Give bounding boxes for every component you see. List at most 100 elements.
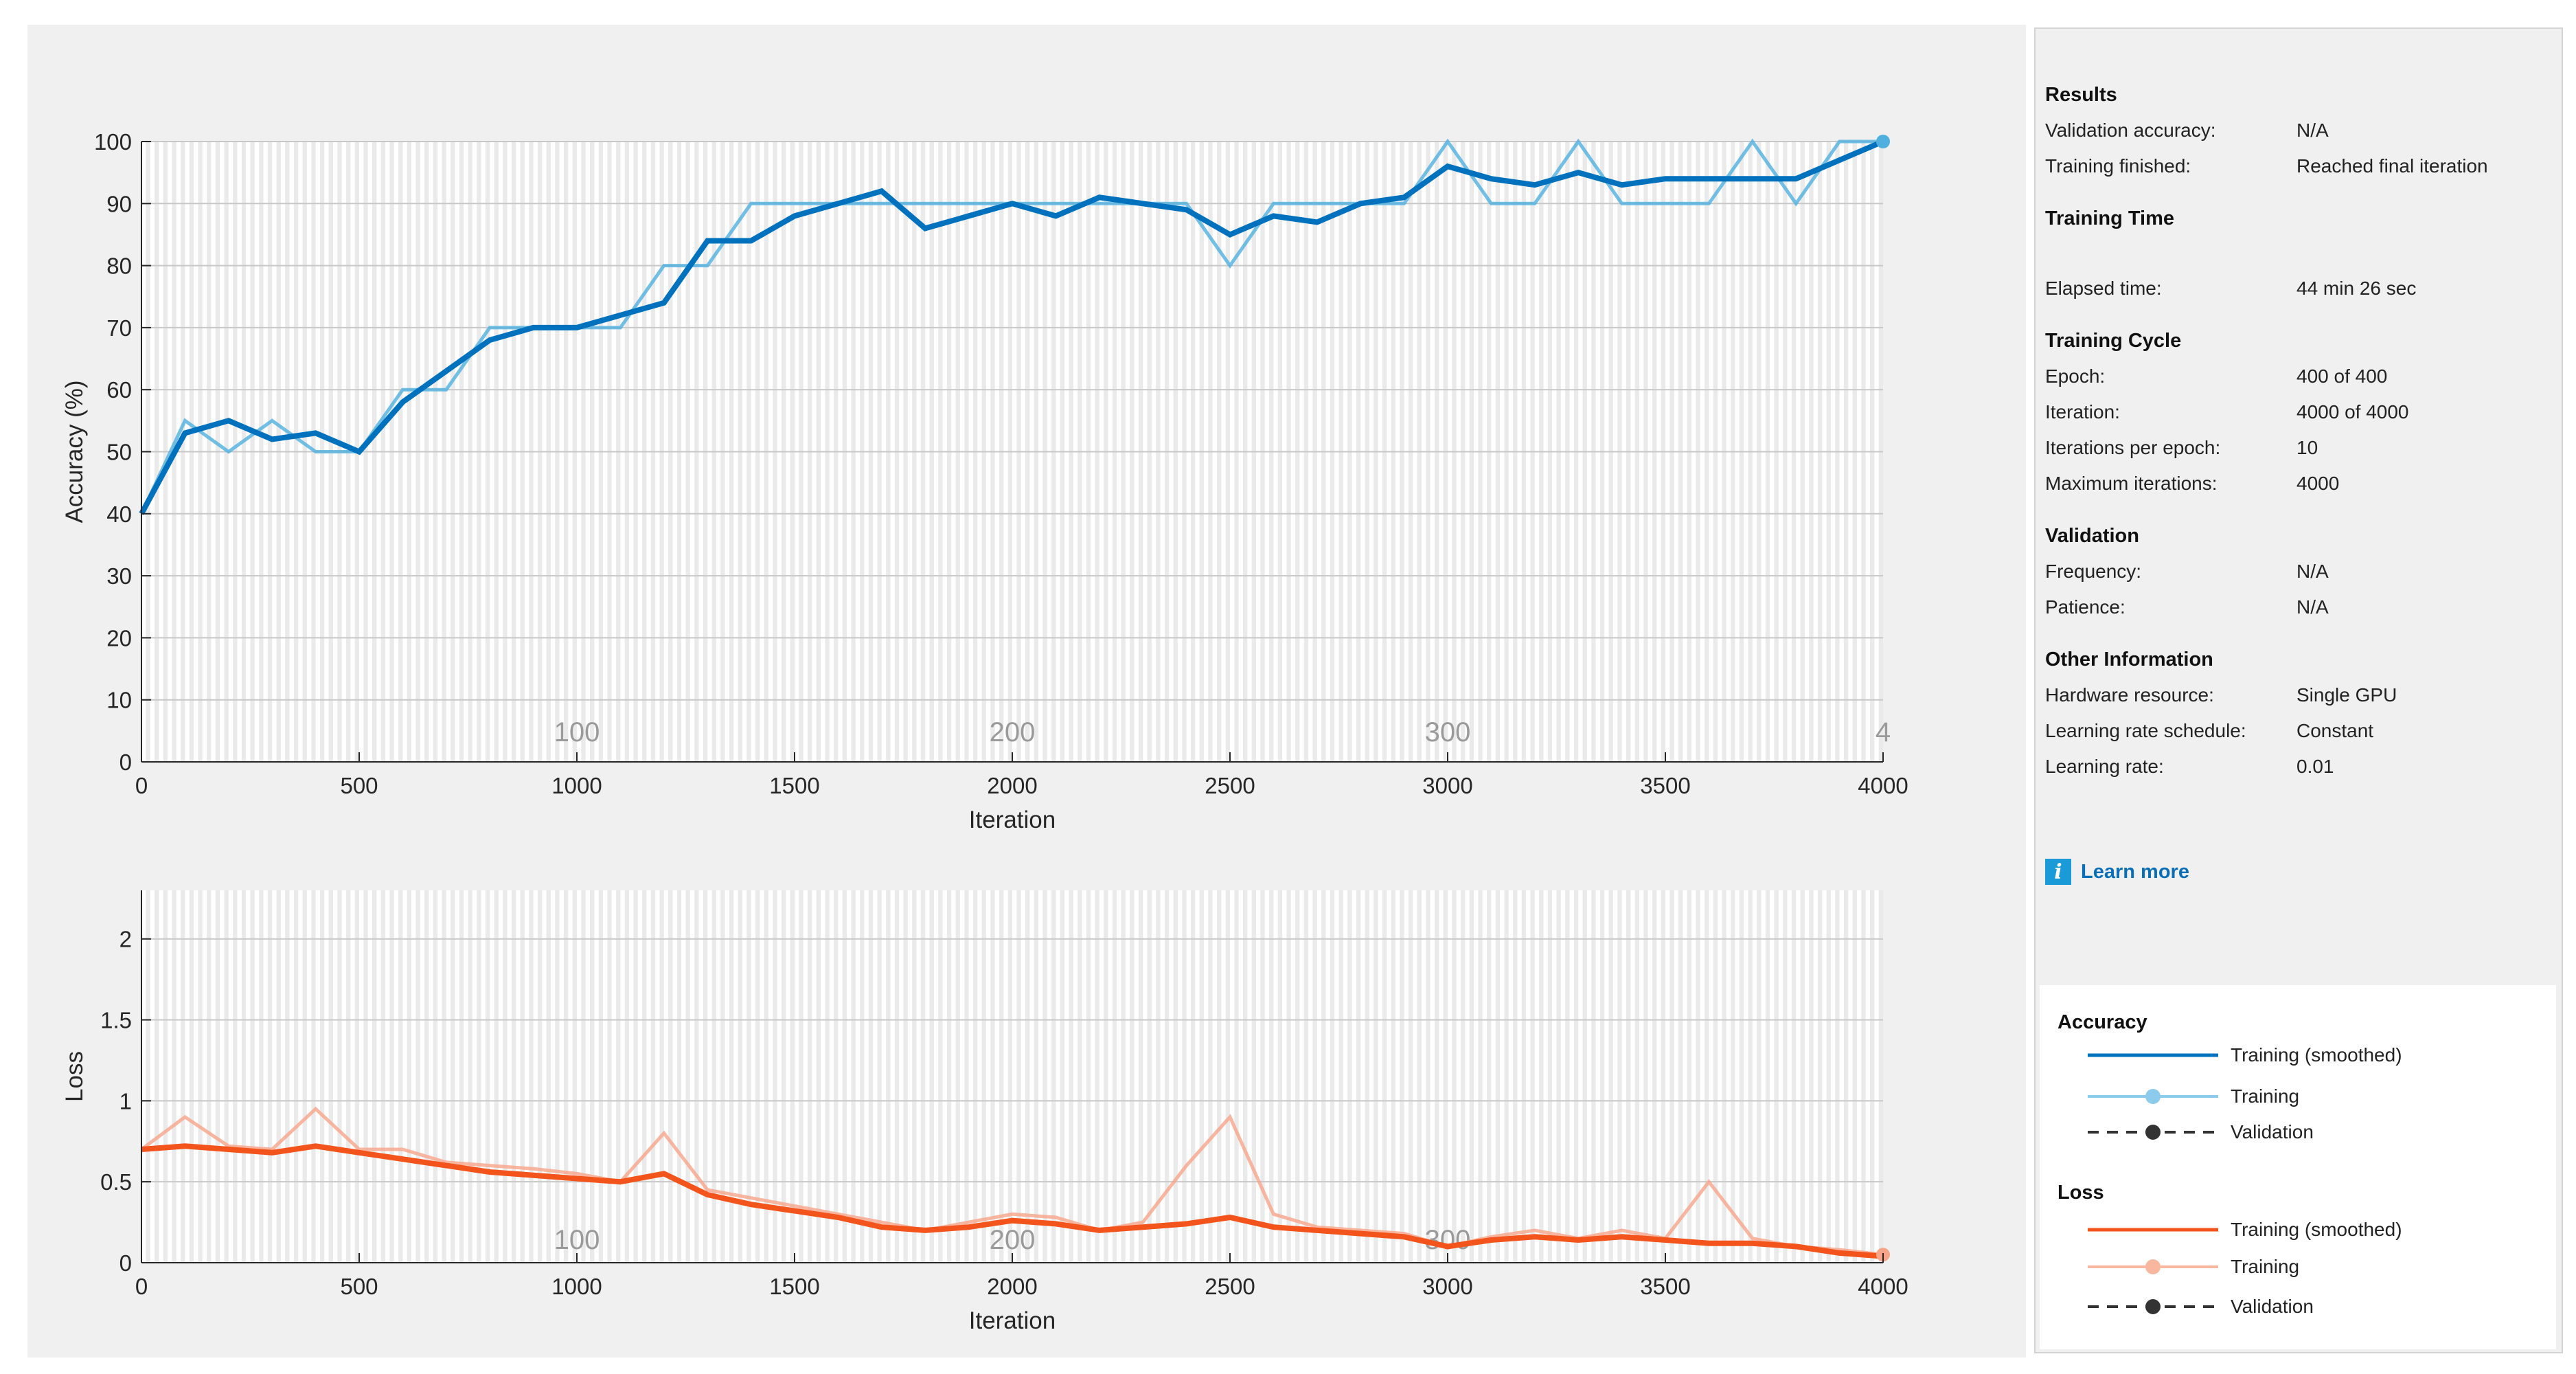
epoch-band — [860, 890, 865, 1263]
epoch-band — [1696, 890, 1700, 1263]
epoch-band — [738, 890, 742, 1263]
epoch-band — [981, 890, 986, 1263]
learn-more-link[interactable]: i Learn more — [2045, 859, 2189, 885]
x-tick-label: 1000 — [551, 773, 602, 798]
epoch-band — [503, 890, 508, 1263]
accuracy-y-axis-label: Accuracy (%) — [61, 380, 88, 523]
epoch-band — [676, 890, 682, 1263]
epoch-band — [1069, 890, 1073, 1263]
epoch-band — [711, 890, 716, 1263]
epoch-band — [1312, 890, 1317, 1263]
legend-accuracy-title: Accuracy — [2058, 1011, 2147, 1033]
epoch-band — [1565, 890, 1570, 1263]
legend-accuracy-training-label: Training — [2231, 1085, 2300, 1107]
epoch-band — [903, 890, 908, 1263]
epoch-band — [1722, 890, 1726, 1263]
epoch-band — [189, 890, 194, 1263]
training-time-title: Training Time — [2045, 207, 2175, 229]
epoch-band — [468, 890, 472, 1263]
legend-accuracy-validation: Validation — [2088, 1121, 2314, 1143]
validation-accuracy-label: Validation accuracy: — [2045, 120, 2216, 141]
epoch-band — [590, 890, 595, 1263]
epoch-band — [1582, 890, 1587, 1263]
epoch-band — [224, 890, 229, 1263]
epoch-band — [1251, 890, 1257, 1263]
epoch-band — [563, 890, 569, 1263]
y-tick-label: 40 — [106, 502, 132, 527]
epoch-band — [1826, 890, 1831, 1263]
epoch-band — [250, 890, 255, 1263]
iteration-value: 4000 of 4000 — [2296, 401, 2409, 423]
y-tick-label: 70 — [106, 315, 132, 341]
epoch-band — [451, 890, 455, 1263]
epoch-band — [624, 890, 630, 1263]
epoch-band — [1434, 890, 1439, 1263]
epoch-band — [1365, 890, 1369, 1263]
epoch-band — [459, 890, 464, 1263]
epoch-label: Epoch: — [2045, 365, 2106, 387]
epoch-band — [293, 890, 299, 1263]
epoch-band — [494, 890, 499, 1263]
epoch-band — [311, 890, 316, 1263]
epoch-band — [328, 890, 333, 1263]
epoch-band — [537, 890, 543, 1263]
epoch-band — [999, 890, 1004, 1263]
epoch-band — [1687, 890, 1692, 1263]
epoch-band — [1286, 890, 1291, 1263]
epoch-band — [694, 890, 699, 1263]
epoch-band — [685, 890, 690, 1263]
legend-accuracy-validation-label: Validation — [2231, 1121, 2314, 1142]
epoch-band — [433, 890, 438, 1263]
epoch-band — [1678, 890, 1683, 1263]
epoch-band — [1513, 890, 1518, 1263]
epoch-band — [1495, 890, 1501, 1263]
iterations-per-epoch-value: 10 — [2296, 437, 2318, 458]
y-tick-label: 30 — [106, 563, 132, 589]
epoch-band — [1634, 890, 1639, 1263]
epoch-band — [1156, 890, 1161, 1263]
epoch-band — [1034, 890, 1039, 1263]
epoch-band — [720, 890, 725, 1263]
epoch-band — [972, 890, 978, 1263]
frequency-label: Frequency: — [2045, 561, 2142, 582]
epoch-band — [1164, 890, 1170, 1263]
epoch-band — [920, 890, 926, 1263]
epoch-band — [241, 890, 247, 1263]
epoch-band — [955, 890, 960, 1263]
epoch-band — [1547, 890, 1553, 1263]
frequency-value: N/A — [2296, 561, 2329, 582]
epoch-band — [842, 890, 847, 1263]
epoch-band — [581, 890, 586, 1263]
epoch-band — [198, 890, 203, 1263]
epoch-band — [642, 890, 647, 1263]
epoch-band — [380, 890, 386, 1263]
elapsed-time-value: 44 min 26 sec — [2296, 278, 2417, 299]
loss-y-axis-label: Loss — [61, 1051, 88, 1102]
x-tick-label: 2500 — [1205, 1274, 1255, 1299]
x-tick-label: 1000 — [551, 1274, 602, 1299]
epoch-band — [1382, 890, 1387, 1263]
epoch-band — [668, 890, 673, 1263]
epoch-band — [1234, 890, 1239, 1263]
epoch-band — [1182, 890, 1187, 1263]
epoch-band — [1817, 890, 1823, 1263]
hardware-resource-value: Single GPU — [2296, 684, 2397, 706]
epoch-label: 100 — [554, 1225, 600, 1255]
x-tick-label: 2000 — [987, 1274, 1037, 1299]
epoch-band — [1478, 890, 1483, 1263]
maximum-iterations-value: 4000 — [2296, 473, 2340, 494]
epoch-label: 200 — [990, 1225, 1036, 1255]
epoch-band — [363, 890, 368, 1263]
epoch-band — [729, 890, 734, 1263]
epoch-band — [1539, 890, 1544, 1263]
epoch-band — [1748, 890, 1753, 1263]
epoch-band — [1199, 890, 1204, 1263]
epoch-band — [1669, 890, 1674, 1263]
epoch-band — [1852, 890, 1857, 1263]
patience-value: N/A — [2296, 596, 2329, 618]
epoch-band — [1277, 890, 1283, 1263]
epoch-band — [1521, 890, 1527, 1263]
epoch-band — [1861, 890, 1866, 1263]
epoch-band — [1617, 890, 1622, 1263]
epoch-band — [546, 890, 551, 1263]
